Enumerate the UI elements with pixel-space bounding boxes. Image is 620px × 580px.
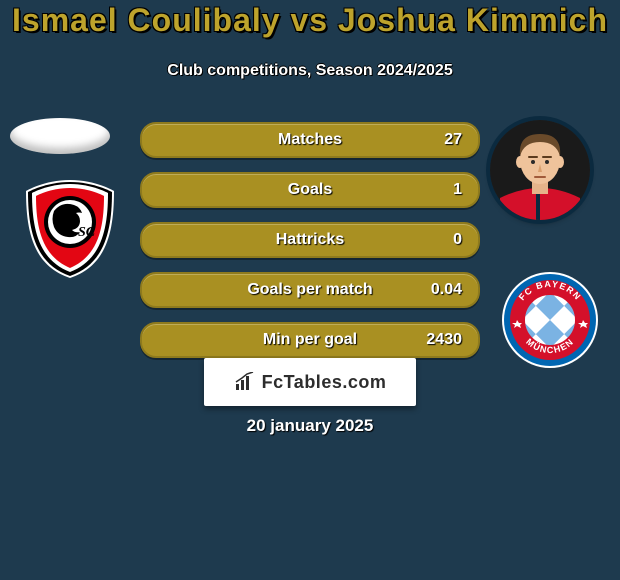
bayern-munich-icon: FC BAYERN MÜNCHEN [500, 270, 600, 370]
brand-badge: FcTables.com [204, 358, 416, 406]
barchart-icon [234, 372, 256, 392]
stat-label: Goals [142, 174, 478, 206]
date-label: 20 january 2025 [0, 416, 620, 436]
svg-text:SC: SC [78, 225, 96, 240]
stat-value-right: 1 [453, 174, 462, 206]
stat-label: Matches [142, 124, 478, 156]
club-left-logo: SC [20, 178, 120, 278]
stat-row: Goals 1 [140, 172, 480, 208]
page-title: Ismael Coulibaly vs Joshua Kimmich [0, 2, 620, 39]
stat-value-right: 27 [444, 124, 462, 156]
page-subtitle: Club competitions, Season 2024/2025 [0, 62, 620, 80]
stat-value-right: 0.04 [431, 274, 462, 306]
stat-value-right: 0 [453, 224, 462, 256]
infographic-root: Ismael Coulibaly vs Joshua Kimmich Club … [0, 0, 620, 580]
stat-row: Hattricks 0 [140, 222, 480, 258]
player-right-portrait [490, 120, 590, 220]
stat-row: Matches 27 [140, 122, 480, 158]
player-right-avatar [490, 120, 590, 220]
stats-group: Matches 27 Goals 1 Hattricks 0 Goals per… [140, 122, 480, 372]
player-left-avatar [10, 118, 110, 154]
stat-value-right: 2430 [426, 324, 462, 356]
brand-label: FcTables.com [262, 372, 387, 393]
stat-label: Hattricks [142, 224, 478, 256]
stat-row: Goals per match 0.04 [140, 272, 480, 308]
stat-label: Goals per match [142, 274, 478, 306]
stat-row: Min per goal 2430 [140, 322, 480, 358]
sc-freiburg-icon: SC [20, 178, 120, 278]
club-right-logo: FC BAYERN MÜNCHEN [500, 270, 600, 370]
